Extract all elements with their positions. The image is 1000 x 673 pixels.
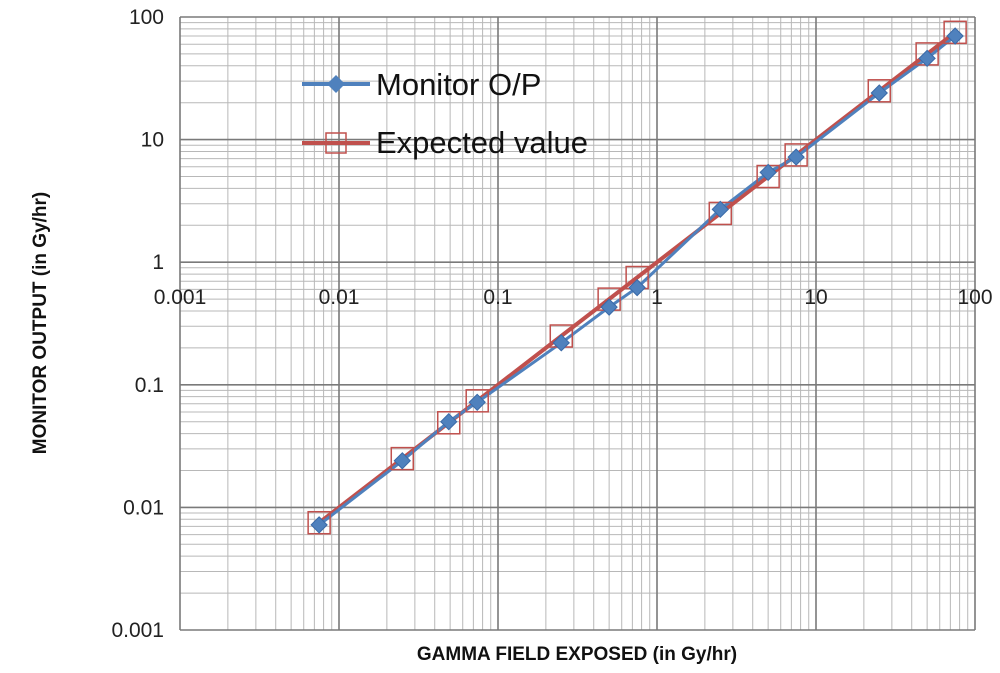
- expected-value-point: [784, 143, 808, 167]
- monitor-op-point: [759, 163, 777, 182]
- x-tick-label: 1: [651, 286, 663, 309]
- legend-label-monitor-op: Monitor O/P: [376, 67, 541, 102]
- monitor-op-point: [918, 49, 936, 68]
- legend-item-expected-value: Expected value: [302, 125, 588, 160]
- y-tick-label: 0.1: [135, 374, 164, 397]
- x-tick-labels: 0.001 0.01 0.1 1 10 100: [154, 286, 993, 309]
- y-tick-label: 100: [129, 6, 164, 29]
- monitor-op-point: [468, 393, 486, 411]
- y-tick-label: 1: [152, 251, 164, 274]
- x-tick-label: 100: [957, 286, 992, 309]
- expected-value-point: [465, 389, 489, 413]
- monitor-op-point: [440, 412, 458, 431]
- legend-label-expected-value: Expected value: [376, 125, 588, 160]
- legend: Monitor O/P Expected value: [302, 67, 588, 160]
- y-tick-label: 0.001: [111, 619, 164, 642]
- legend-marker-diamond: [327, 75, 345, 93]
- legend-marker-square: [325, 132, 347, 154]
- major-grid: [179, 16, 976, 631]
- monitor-op-point: [628, 278, 646, 297]
- monitor-op-point: [600, 298, 618, 316]
- x-tick-label: 0.01: [319, 286, 360, 309]
- monitor-op-point: [552, 334, 570, 352]
- x-axis-title: GAMMA FIELD EXPOSED (in Gy/hr): [417, 644, 737, 665]
- x-tick-label: 0.1: [483, 286, 512, 309]
- expected-value-point: [307, 510, 331, 535]
- x-tick-label: 0.001: [154, 286, 207, 309]
- monitor-op-point: [310, 516, 328, 534]
- monitor-op-point: [870, 84, 888, 102]
- x-tick-label: 10: [804, 286, 827, 309]
- legend-item-monitor-op: Monitor O/P: [302, 67, 541, 102]
- expected-value-point: [867, 79, 892, 103]
- monitor-op-point: [946, 27, 964, 45]
- monitor-op-point: [787, 148, 805, 166]
- y-axis-title: MONITOR OUTPUT (in Gy/hr): [30, 192, 51, 454]
- expected-value-point: [390, 446, 415, 471]
- y-tick-label: 10: [141, 129, 164, 152]
- y-tick-labels: 0.001 0.01 0.1 1 10 100: [111, 6, 164, 642]
- monitor-op-point: [711, 200, 729, 219]
- minor-grid: [180, 17, 975, 630]
- monitor-op-point: [393, 452, 411, 470]
- expected-value-point: [436, 411, 461, 435]
- series-layer: [307, 20, 967, 535]
- y-tick-label: 0.01: [123, 496, 164, 519]
